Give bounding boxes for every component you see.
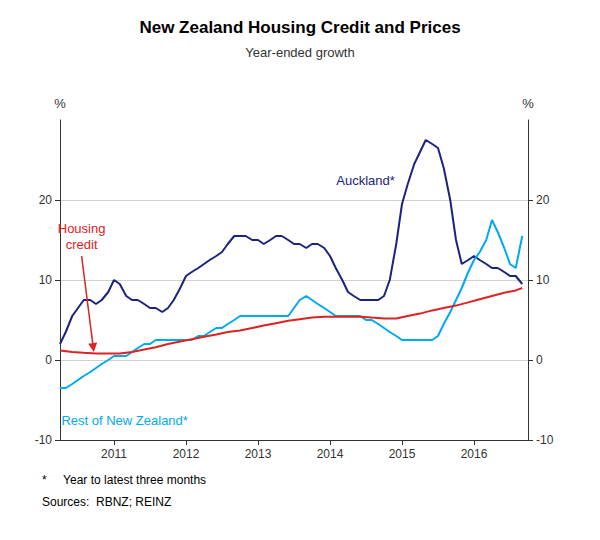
svg-text:Year-ended growth: Year-ended growth	[245, 45, 354, 60]
svg-text:credit: credit	[66, 237, 98, 252]
svg-text:10: 10	[39, 273, 53, 287]
svg-text:2011: 2011	[101, 447, 127, 461]
svg-text:%: %	[522, 96, 534, 111]
svg-text:Housing: Housing	[58, 221, 106, 236]
svg-text:20: 20	[536, 193, 550, 207]
svg-text:-10: -10	[536, 433, 554, 447]
svg-text:2012: 2012	[173, 447, 200, 461]
svg-text:-10: -10	[35, 433, 53, 447]
svg-text:2015: 2015	[389, 447, 416, 461]
svg-text:10: 10	[536, 273, 550, 287]
svg-text:20: 20	[39, 193, 53, 207]
svg-text:Rest of New Zealand*: Rest of New Zealand*	[61, 413, 187, 428]
svg-text:Sources: RBNZ; REINZ: Sources: RBNZ; REINZ	[42, 495, 171, 509]
svg-text:New Zealand Housing Credit and: New Zealand Housing Credit and Prices	[139, 18, 460, 37]
svg-text:0: 0	[45, 353, 52, 367]
svg-text:%: %	[54, 96, 66, 111]
svg-text:* Year to latest three mon: * Year to latest three months	[42, 473, 206, 487]
svg-text:2013: 2013	[245, 447, 272, 461]
svg-text:Auckland*: Auckland*	[336, 173, 395, 188]
svg-text:2016: 2016	[461, 447, 488, 461]
svg-text:2014: 2014	[317, 447, 344, 461]
svg-text:0: 0	[536, 353, 543, 367]
